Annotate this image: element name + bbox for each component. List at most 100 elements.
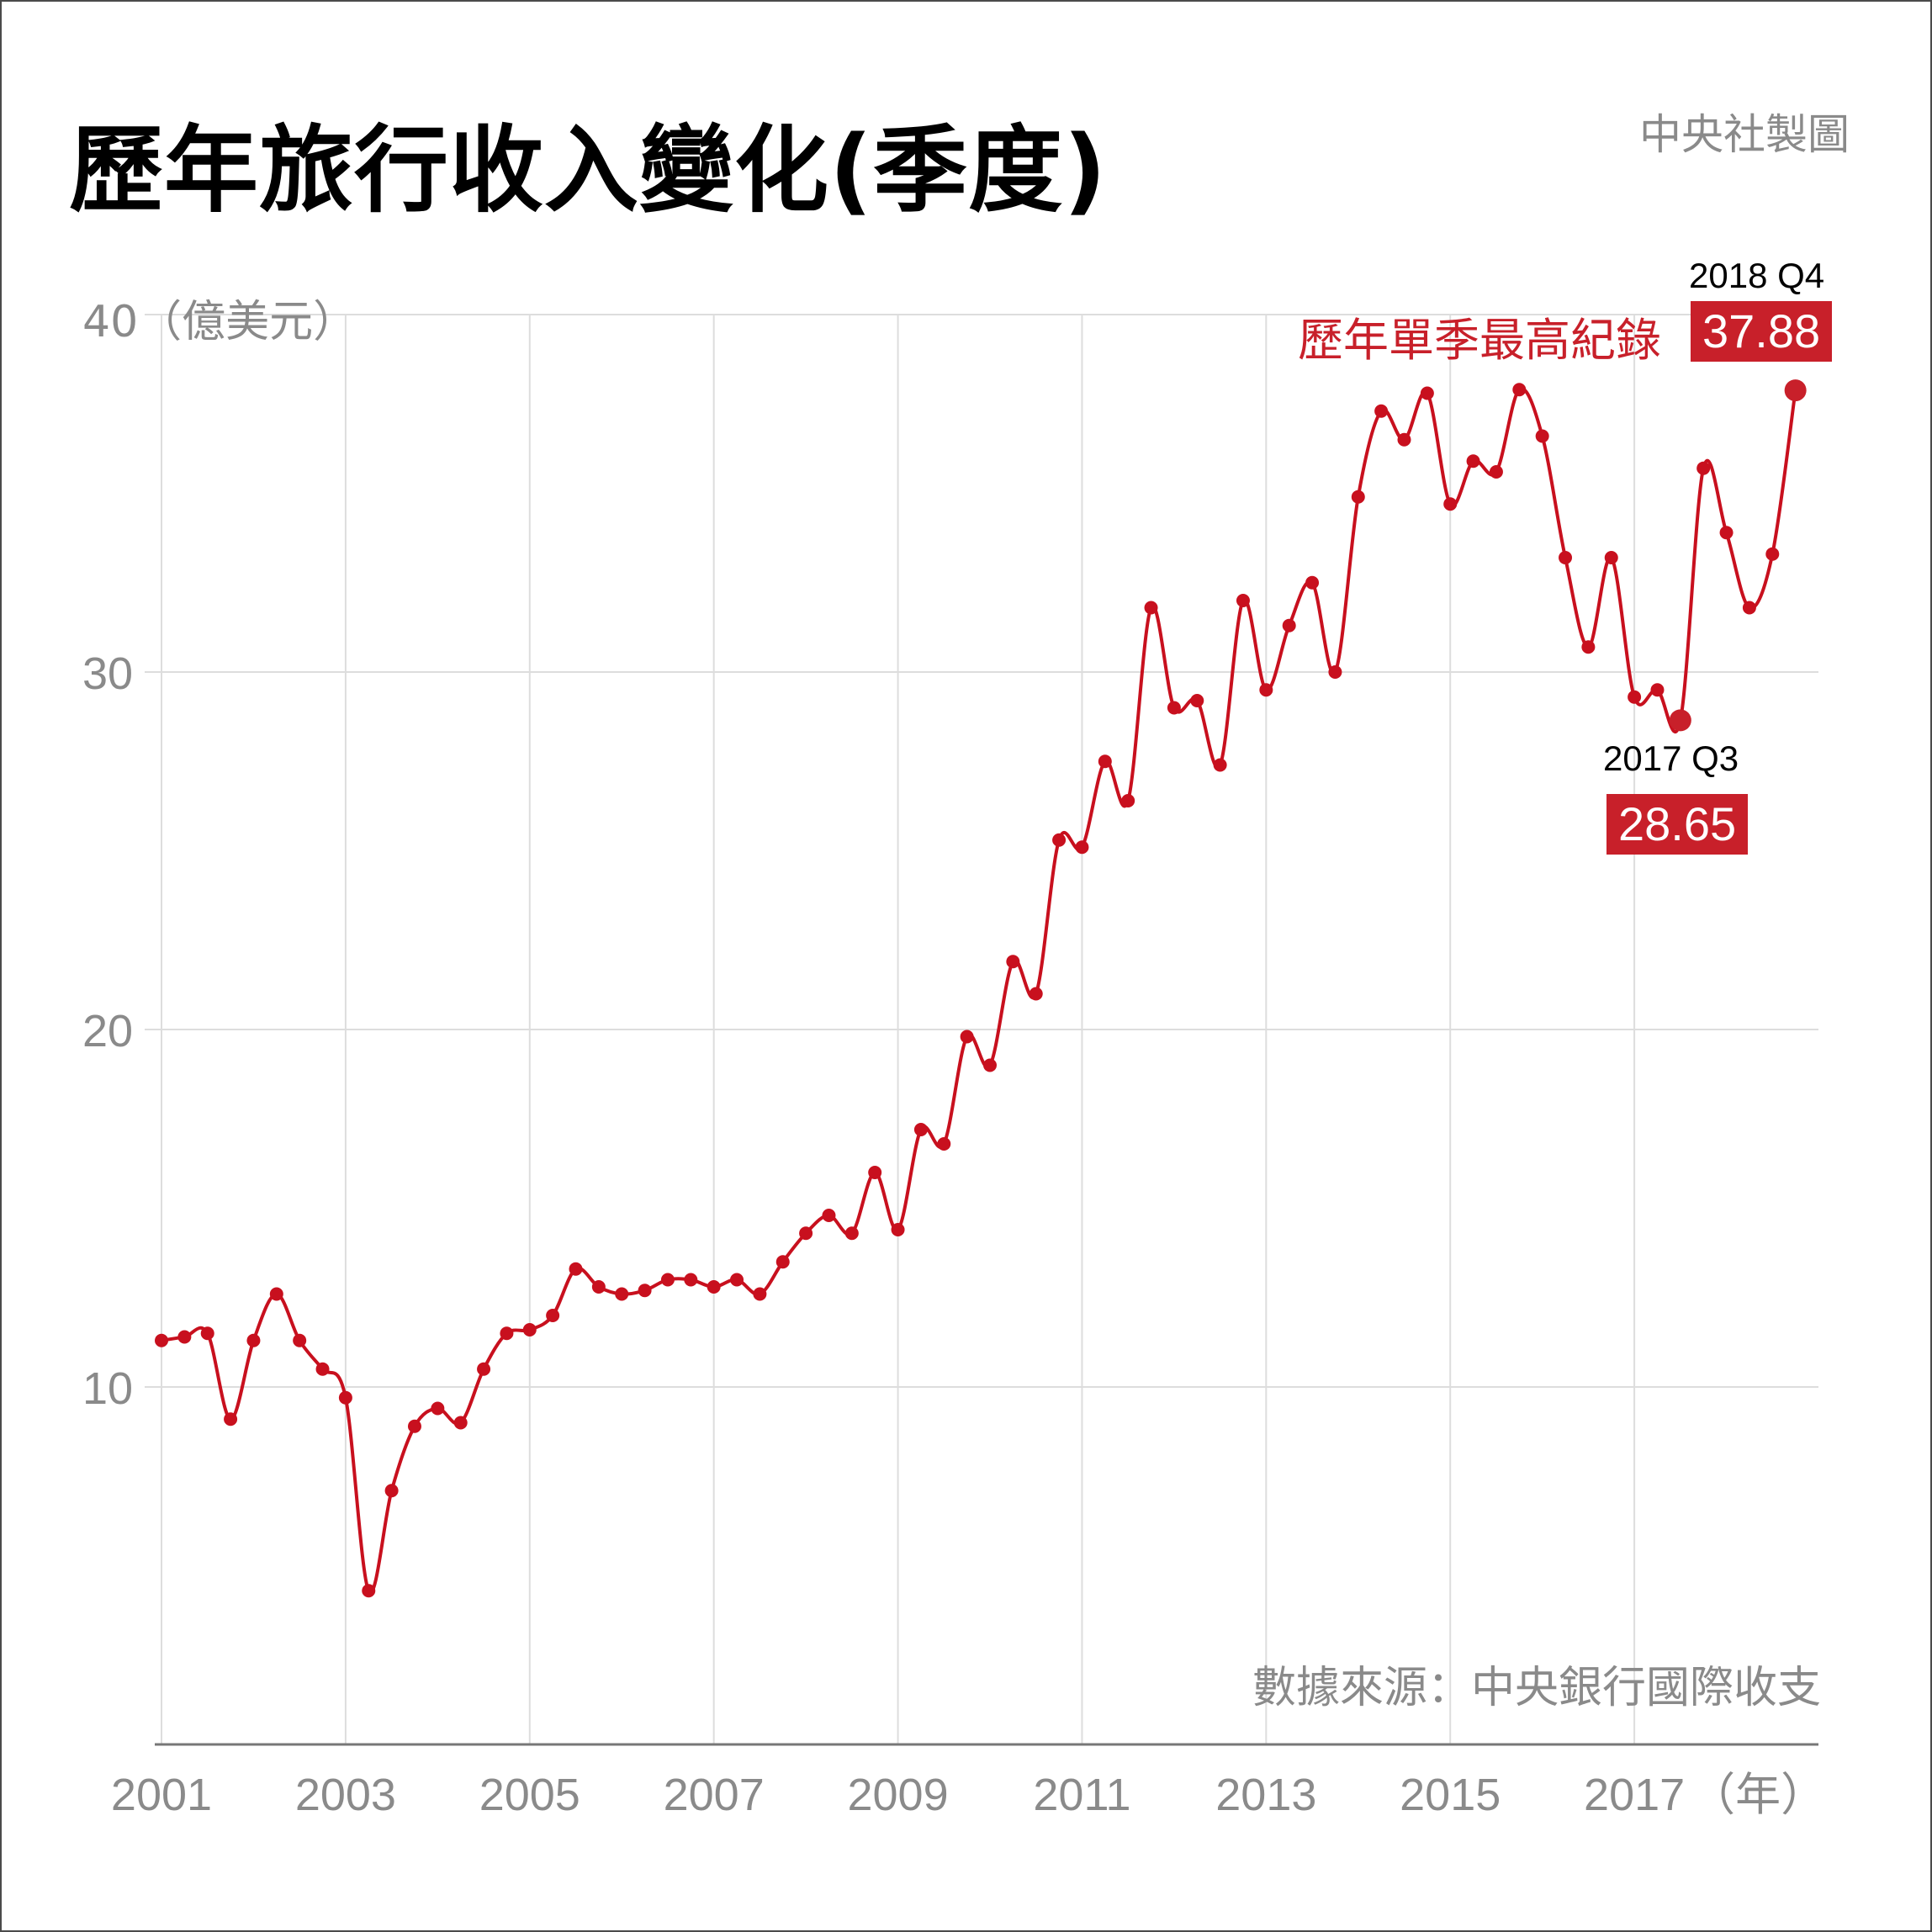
data-point <box>1397 432 1411 447</box>
data-point <box>1466 454 1480 468</box>
data-point <box>522 1323 537 1337</box>
data-point <box>1628 690 1642 704</box>
data-point <box>960 1030 974 1044</box>
data-point <box>1696 461 1711 475</box>
data-point <box>1581 640 1596 654</box>
data-point <box>1075 840 1089 855</box>
data-point <box>822 1209 836 1222</box>
data-point <box>1052 833 1067 847</box>
x-tick-label: 2013 <box>1215 1770 1316 1820</box>
data-point <box>844 1226 859 1241</box>
data-point <box>913 1123 928 1136</box>
data-point <box>1029 987 1043 1001</box>
x-tick-label: 2007 <box>664 1770 765 1820</box>
data-point <box>730 1273 744 1287</box>
low-annotation-value: 28.65 <box>1606 794 1749 855</box>
tick-labels: 10 20 30 2001 2003 2005 2007 2009 2011 2013 2015 20… <box>82 648 1826 1820</box>
data-point <box>891 1223 905 1236</box>
data-point <box>1305 575 1320 590</box>
source-note: 數據來源：中央銀行國際收支 <box>1252 1663 1821 1713</box>
data-point <box>1443 497 1458 511</box>
data-point <box>569 1262 583 1276</box>
data-point <box>200 1326 214 1341</box>
data-point <box>684 1273 698 1287</box>
data-point <box>177 1330 192 1344</box>
data-point <box>500 1326 514 1341</box>
data-point <box>1167 701 1181 715</box>
data-point <box>1559 551 1573 564</box>
high-annotation-value: 37.88 <box>1691 301 1833 362</box>
data-point <box>362 1584 376 1598</box>
data-point <box>1098 754 1112 769</box>
x-axis-unit-label: （年） <box>1690 1770 1826 1820</box>
data-point <box>1351 490 1365 504</box>
low-point <box>1669 709 1691 732</box>
data-point <box>1190 694 1204 707</box>
data-point <box>1121 794 1135 807</box>
credit-label: 中央社製圖 <box>1639 110 1850 159</box>
data-point <box>1006 955 1020 969</box>
x-tick-label: 2005 <box>479 1770 580 1820</box>
data-point <box>246 1333 261 1347</box>
y-axis-unit-label: 40（億美元） <box>82 297 357 347</box>
data-point <box>660 1273 675 1287</box>
data-point <box>431 1401 445 1416</box>
y-tick-label: 30 <box>82 648 133 699</box>
x-tick-label: 2011 <box>1033 1770 1130 1820</box>
data-point <box>1259 683 1273 697</box>
low-annotation-period: 2017 Q3 <box>1603 738 1739 778</box>
data-point <box>384 1484 399 1498</box>
data-point <box>293 1333 307 1347</box>
y-tick-label: 20 <box>82 1006 133 1056</box>
data-point <box>868 1166 882 1179</box>
data-point <box>1512 383 1527 397</box>
data-point <box>937 1137 951 1151</box>
data-point <box>1420 386 1434 400</box>
data-point <box>1374 404 1389 418</box>
data-point <box>1489 465 1503 479</box>
data-point <box>1742 601 1756 615</box>
data-point <box>799 1226 813 1241</box>
data-point <box>224 1412 238 1427</box>
data-point <box>1765 547 1780 561</box>
highlight-points <box>1669 379 1807 732</box>
data-point <box>775 1255 790 1269</box>
record-label: 歷年單季最高紀錄 <box>1298 314 1661 367</box>
series-line <box>161 387 1797 1595</box>
data-point <box>269 1287 283 1301</box>
data-point <box>1144 601 1158 615</box>
data-point <box>1328 665 1342 679</box>
data-point <box>546 1309 560 1322</box>
data-point <box>453 1416 468 1430</box>
data-point <box>753 1287 767 1301</box>
x-tick-label: 2001 <box>111 1770 212 1820</box>
data-point <box>1236 594 1250 607</box>
data-point <box>155 1333 168 1347</box>
record-high-point <box>1784 379 1807 402</box>
data-point <box>707 1280 721 1294</box>
data-point <box>1213 758 1227 772</box>
page-title: 歷年旅行收入變化(季度) <box>69 116 1108 225</box>
data-point <box>338 1390 352 1405</box>
x-tick-label: 2017 <box>1584 1770 1685 1820</box>
y-tick-label: 10 <box>82 1363 133 1414</box>
high-annotation-period: 2018 Q4 <box>1689 256 1825 295</box>
x-tick-label: 2009 <box>847 1770 948 1820</box>
data-point <box>1282 618 1296 633</box>
data-points <box>155 383 1780 1598</box>
data-point <box>638 1284 652 1298</box>
data-point <box>477 1362 491 1376</box>
grid-lines <box>145 314 1818 1744</box>
data-point <box>1535 429 1549 443</box>
x-tick-label: 2003 <box>295 1770 396 1820</box>
data-point <box>407 1419 421 1433</box>
data-point <box>983 1058 997 1072</box>
data-point <box>1719 526 1734 540</box>
x-tick-label: 2015 <box>1400 1770 1501 1820</box>
data-point <box>591 1280 606 1294</box>
data-point <box>1604 551 1618 564</box>
data-point <box>1650 683 1665 697</box>
data-point <box>315 1362 330 1376</box>
